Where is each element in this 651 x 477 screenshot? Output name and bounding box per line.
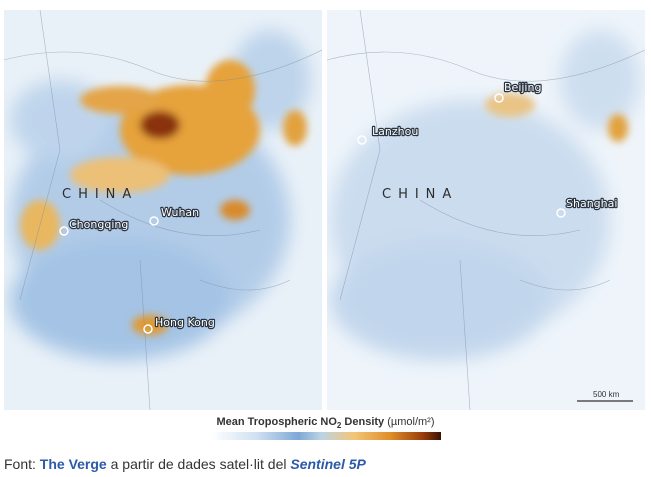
city-label: Wuhan <box>161 206 199 219</box>
legend-title: Mean Tropospheric NO2 Density (µmol/m²) <box>0 416 651 430</box>
color-bar <box>211 432 441 440</box>
city-label: Hong Kong <box>155 316 215 329</box>
city-label: Lanzhou <box>372 125 418 138</box>
caption-middle: a partir de dades satel·lit del <box>110 456 287 472</box>
map-before: CHINA Chongqing Wuhan Hong Kong <box>4 10 322 410</box>
city-label: Shanghai <box>566 197 617 210</box>
maps: CHINA Chongqing Wuhan Hong Kong Lanzhou … <box>4 10 645 410</box>
city-label: Chongqing <box>69 218 128 231</box>
legend-title-text: Mean Tropospheric NO <box>216 416 337 428</box>
legend-unit: (µmol/m²) <box>387 416 435 428</box>
caption-prefix: Font: <box>4 456 36 472</box>
legend-title-end: Density <box>344 416 385 428</box>
caption: Font: The Verge a partir de dades satel·… <box>4 456 366 472</box>
map-after: Lanzhou Beijing CHINA Shanghai 500 km <box>327 10 645 410</box>
country-label: CHINA <box>382 187 458 202</box>
satellite-link[interactable]: Sentinel 5P <box>290 456 366 472</box>
country-label: CHINA <box>62 187 138 202</box>
legend-subscript: 2 <box>336 421 342 431</box>
city-label: Beijing <box>504 81 541 94</box>
source-link[interactable]: The Verge <box>39 456 107 472</box>
scale-bar-label: 500 km <box>593 390 620 399</box>
